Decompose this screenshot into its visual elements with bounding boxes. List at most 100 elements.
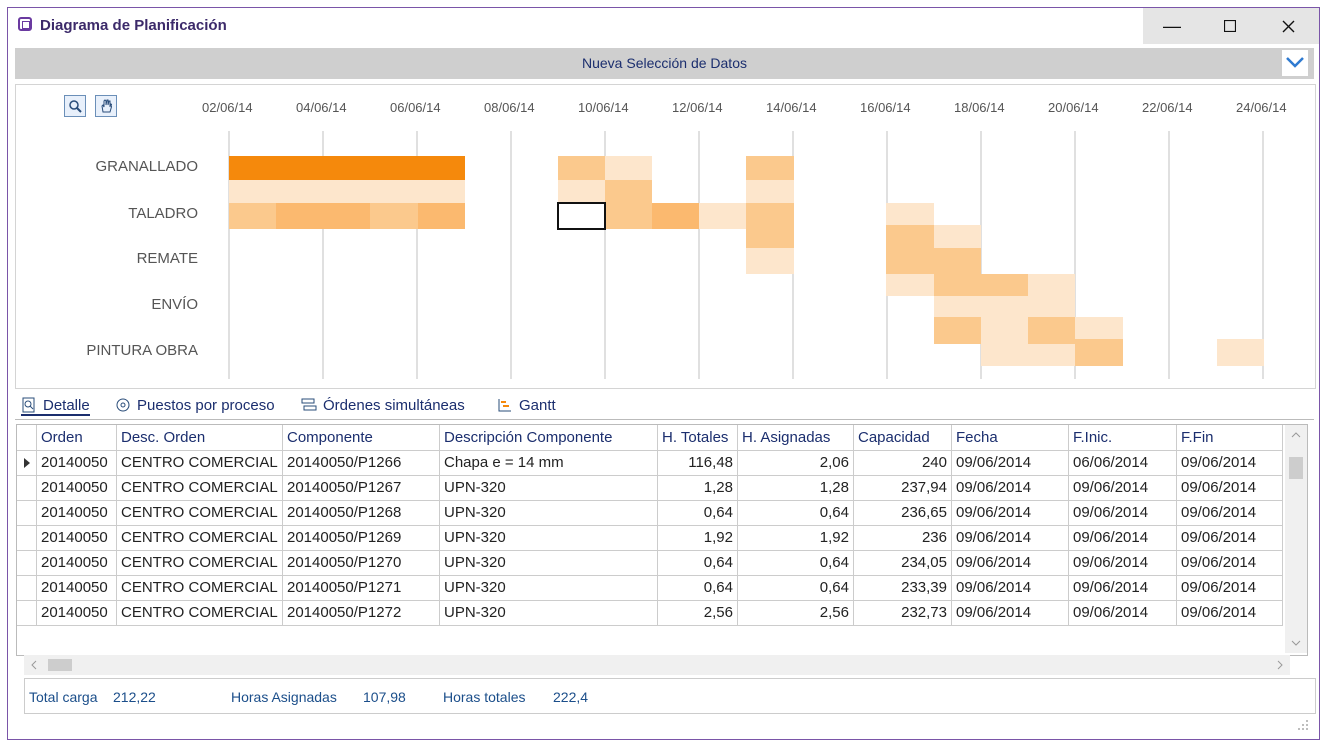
table-cell[interactable]: UPN-320 [440, 475, 658, 500]
close-icon[interactable] [1259, 8, 1317, 44]
load-cell[interactable] [558, 156, 605, 180]
load-cell[interactable] [981, 344, 1075, 366]
table-cell[interactable]: 09/06/2014 [952, 475, 1069, 500]
table-cell[interactable]: 09/06/2014 [1177, 450, 1283, 475]
column-header[interactable]: Descripción Componente [440, 425, 658, 450]
table-cell[interactable]: 0,64 [658, 500, 738, 525]
table-cell[interactable]: 2,06 [738, 450, 854, 475]
table-cell[interactable]: 116,48 [658, 450, 738, 475]
table-cell[interactable]: 20140050 [37, 525, 117, 550]
table-cell[interactable]: 09/06/2014 [1177, 550, 1283, 575]
load-cell[interactable] [934, 248, 981, 274]
load-cell[interactable] [229, 203, 276, 229]
new-data-selection-bar[interactable]: Nueva Selección de Datos [15, 48, 1314, 79]
load-cell[interactable] [276, 203, 370, 229]
table-cell[interactable]: 0,64 [658, 550, 738, 575]
table-cell[interactable]: 1,92 [738, 525, 854, 550]
table-cell[interactable]: CENTRO COMERCIAL [117, 550, 283, 575]
tab-detalle[interactable]: Detalle [21, 397, 90, 416]
table-cell[interactable]: 20140050 [37, 550, 117, 575]
table-cell[interactable]: 0,64 [738, 500, 854, 525]
table-cell[interactable]: 236,65 [854, 500, 952, 525]
table-cell[interactable]: UPN-320 [440, 525, 658, 550]
table-cell[interactable]: 09/06/2014 [1069, 525, 1177, 550]
pan-hand-icon[interactable] [95, 95, 117, 117]
table-cell[interactable]: 234,05 [854, 550, 952, 575]
table-cell[interactable]: 09/06/2014 [952, 500, 1069, 525]
table-cell[interactable]: CENTRO COMERCIAL [117, 475, 283, 500]
row-selector[interactable] [17, 475, 37, 500]
load-cell[interactable] [981, 317, 1028, 344]
table-cell[interactable]: 20140050/P1268 [283, 500, 440, 525]
table-cell[interactable]: UPN-320 [440, 550, 658, 575]
new-data-selection-label[interactable]: Nueva Selección de Datos [582, 55, 747, 71]
table-cell[interactable]: 20140050 [37, 500, 117, 525]
load-cell[interactable] [1075, 317, 1123, 339]
chevron-down-icon[interactable] [1282, 50, 1308, 76]
vertical-scroll-thumb[interactable] [1289, 457, 1303, 479]
load-cell[interactable] [746, 156, 794, 180]
load-cell[interactable] [886, 274, 934, 296]
scroll-right-icon[interactable] [1276, 660, 1284, 670]
load-cell[interactable] [1028, 274, 1075, 296]
selected-load-cell[interactable] [557, 202, 606, 230]
minimize-icon[interactable]: — [1163, 15, 1181, 36]
column-header[interactable]: H. Asignadas [738, 425, 854, 450]
table-cell[interactable]: 09/06/2014 [1177, 500, 1283, 525]
table-cell[interactable]: 09/06/2014 [952, 575, 1069, 600]
load-cell[interactable] [934, 296, 1075, 317]
table-row[interactable]: 20140050 CENTRO COMERCIAL 20140050/P1272 UP… [17, 600, 1283, 626]
table-cell[interactable]: 20140050 [37, 450, 117, 475]
table-cell[interactable]: 09/06/2014 [952, 450, 1069, 475]
table-cell[interactable]: 09/06/2014 [1177, 600, 1283, 625]
table-row[interactable]: 20140050 CENTRO COMERCIAL 20140050/P1267 UP… [17, 475, 1283, 501]
table-cell[interactable]: UPN-320 [440, 600, 658, 625]
zoom-icon[interactable] [64, 95, 86, 117]
column-header[interactable]: Fecha [952, 425, 1069, 450]
table-cell[interactable]: 09/06/2014 [1069, 550, 1177, 575]
load-cell[interactable] [746, 248, 794, 274]
table-row[interactable]: 20140050 CENTRO COMERCIAL 20140050/P1269 UP… [17, 525, 1283, 551]
table-row[interactable]: 20140050 CENTRO COMERCIAL 20140050/P1268 UP… [17, 500, 1283, 526]
scroll-up-icon[interactable] [1291, 431, 1301, 439]
row-selector[interactable] [17, 500, 37, 525]
column-header[interactable]: F.Inic. [1069, 425, 1177, 450]
table-cell[interactable]: 1,28 [658, 475, 738, 500]
table-cell[interactable]: 0,64 [658, 575, 738, 600]
load-cell[interactable] [229, 156, 465, 180]
table-cell[interactable]: 20140050/P1272 [283, 600, 440, 625]
table-cell[interactable]: 09/06/2014 [1177, 475, 1283, 500]
load-cell[interactable] [370, 203, 418, 229]
load-cell[interactable] [934, 274, 1028, 296]
load-cell[interactable] [746, 203, 794, 229]
load-cell[interactable] [746, 229, 794, 248]
table-cell[interactable]: CENTRO COMERCIAL [117, 575, 283, 600]
row-selector[interactable] [17, 525, 37, 550]
table-cell[interactable]: 06/06/2014 [1069, 450, 1177, 475]
load-cell[interactable] [886, 203, 934, 225]
column-header[interactable]: Desc. Orden [117, 425, 283, 450]
table-row[interactable]: 20140050 CENTRO COMERCIAL 20140050/P1266 Ch… [17, 450, 1283, 476]
table-cell[interactable]: 233,39 [854, 575, 952, 600]
tab-gantt[interactable]: Gantt [497, 397, 556, 414]
table-cell[interactable]: 0,64 [738, 575, 854, 600]
table-cell[interactable]: CENTRO COMERCIAL [117, 500, 283, 525]
horizontal-scrollbar[interactable] [24, 655, 1290, 675]
table-cell[interactable]: 240 [854, 450, 952, 475]
table-cell[interactable]: 236 [854, 525, 952, 550]
table-cell[interactable]: CENTRO COMERCIAL [117, 525, 283, 550]
table-cell[interactable]: 09/06/2014 [1069, 475, 1177, 500]
load-cell[interactable] [605, 180, 652, 203]
table-cell[interactable]: 20140050/P1267 [283, 475, 440, 500]
table-cell[interactable]: 2,56 [738, 600, 854, 625]
load-cell[interactable] [605, 203, 652, 229]
scroll-left-icon[interactable] [30, 660, 38, 670]
row-selector[interactable] [17, 600, 37, 625]
table-cell[interactable]: CENTRO COMERCIAL [117, 450, 283, 475]
load-cell[interactable] [699, 203, 746, 229]
table-cell[interactable]: CENTRO COMERCIAL [117, 600, 283, 625]
table-cell[interactable]: 0,64 [738, 550, 854, 575]
table-cell[interactable]: 20140050 [37, 600, 117, 625]
table-cell[interactable]: 09/06/2014 [952, 550, 1069, 575]
load-cell[interactable] [652, 203, 699, 229]
